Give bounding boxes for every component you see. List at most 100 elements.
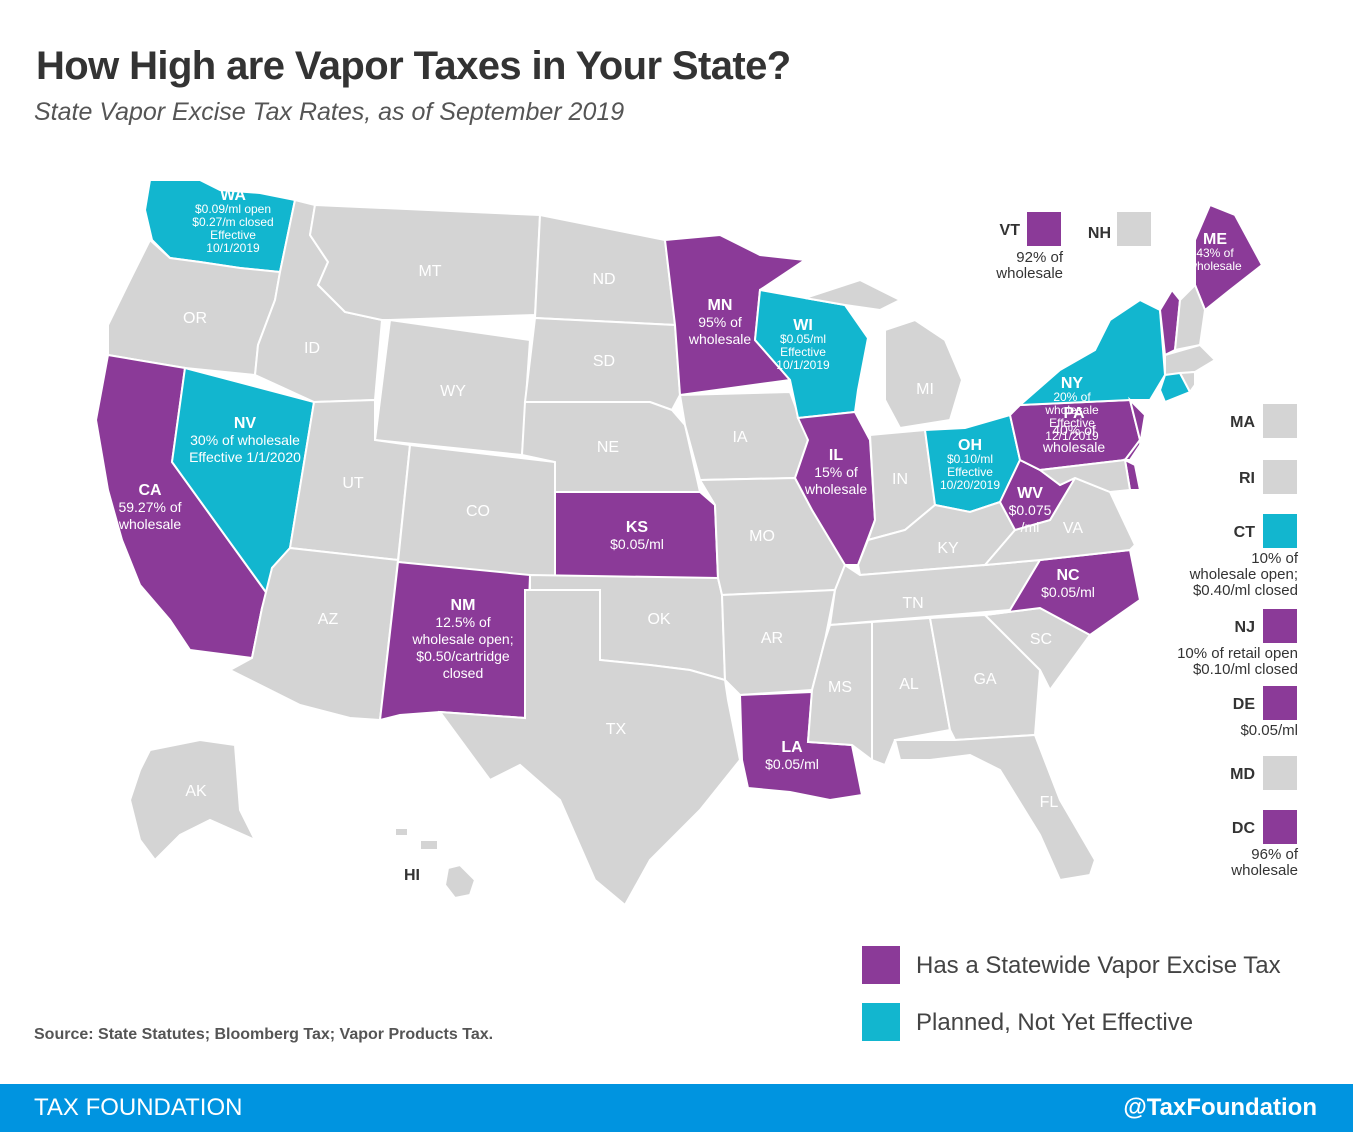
state-label-WY: WY	[440, 383, 466, 400]
state-note-NM-3: closed	[443, 665, 483, 681]
state-label-MT: MT	[418, 263, 441, 280]
legend-tax-swatch	[862, 946, 900, 984]
state-note-ME-1: wholesale	[1187, 259, 1242, 273]
state-label-NV: NV	[234, 415, 257, 432]
side-MA-abbr: MA	[1230, 414, 1255, 431]
state-label-KS: KS	[626, 519, 649, 536]
page-title: How High are Vapor Taxes in Your State?	[36, 44, 791, 88]
state-note-WV-1: /ml	[1021, 519, 1040, 535]
state-label-WV: WV	[1017, 485, 1043, 502]
side-DE-box[interactable]	[1263, 686, 1297, 720]
state-MI[interactable]	[884, 318, 964, 430]
state-note-LA-0: $0.05/ml	[765, 756, 819, 772]
state-label-KY: KY	[937, 540, 959, 557]
state-AK[interactable]	[128, 738, 258, 862]
side-MA-box[interactable]	[1263, 404, 1297, 438]
side-VT-note-1: 92% of	[1016, 249, 1063, 266]
state-note-NY-0: 20% of	[1053, 390, 1091, 404]
state-note-NM-1: wholesale open;	[411, 631, 513, 647]
state-note-PA-0: 40% of	[1052, 422, 1096, 438]
footer-bar: TAX FOUNDATION @TaxFoundation	[0, 1084, 1353, 1132]
state-note-IL-1: wholesale	[804, 481, 867, 497]
side-DC-note-2: wholesale	[1231, 862, 1298, 879]
state-label-IA: IA	[732, 429, 747, 446]
state-note-ME-0: 43% of	[1196, 246, 1234, 260]
side-CT-note-2: wholesale open;	[1189, 566, 1298, 583]
state-NH[interactable]	[1173, 283, 1207, 352]
state-note-NY-1: wholesale	[1044, 403, 1099, 417]
state-TX[interactable]	[437, 589, 742, 907]
side-CT-note-3: $0.40/ml closed	[1192, 582, 1298, 599]
state-label-HI: HI	[404, 867, 420, 884]
side-DE-abbr: DE	[1232, 696, 1255, 713]
side-NH-abbr: NH	[1087, 225, 1111, 242]
state-ND[interactable]	[533, 213, 677, 327]
state-label-MS: MS	[828, 679, 852, 696]
state-label-NM: NM	[451, 597, 476, 614]
state-note-MN-0: 95% of	[698, 314, 742, 330]
state-HI[interactable]	[394, 827, 409, 837]
state-IL[interactable]	[793, 410, 877, 566]
side-MD-box[interactable]	[1263, 756, 1297, 790]
source-note: Source: State Statutes; Bloomberg Tax; V…	[34, 1026, 494, 1043]
footer-handle[interactable]: @TaxFoundation	[1123, 1094, 1317, 1121]
side-DC-note-1: 96% of	[1251, 846, 1298, 863]
state-CT[interactable]	[1158, 371, 1192, 404]
page-subtitle: State Vapor Excise Tax Rates, as of Sept…	[34, 98, 625, 126]
state-label-IN: IN	[892, 471, 908, 488]
side-DC-box[interactable]	[1263, 810, 1297, 844]
state-MD[interactable]	[1037, 458, 1132, 494]
side-CT-abbr: CT	[1233, 524, 1255, 541]
footer-brand[interactable]: TAX FOUNDATION	[34, 1094, 243, 1121]
state-note-WI-1: Effective	[780, 345, 826, 359]
state-label-ND: ND	[592, 271, 615, 288]
state-label-WA: WA	[220, 187, 246, 204]
state-note-OH-2: 10/20/2019	[940, 478, 1000, 492]
state-label-TX: TX	[606, 721, 627, 738]
state-NJ[interactable]	[1123, 396, 1147, 461]
state-NY[interactable]	[1017, 298, 1167, 407]
side-NH-box[interactable]	[1117, 212, 1151, 246]
state-label-OR: OR	[183, 310, 207, 327]
side-DE-note-1: $0.05/ml	[1240, 722, 1298, 739]
state-label-OH: OH	[958, 437, 982, 454]
side-NJ-note-2: $0.10/ml closed	[1192, 661, 1298, 678]
side-CT-box[interactable]	[1263, 514, 1297, 548]
state-note-NY-2: Effective	[1049, 416, 1095, 430]
state-label-SD: SD	[593, 353, 615, 370]
state-FL[interactable]	[893, 733, 1097, 882]
state-note-CA-1: wholesale	[118, 516, 181, 532]
state-HI[interactable]	[443, 863, 477, 900]
state-note-NY-3: 12/1/2019	[1045, 429, 1099, 443]
state-note-OH-1: Effective	[947, 465, 993, 479]
state-label-ME: ME	[1203, 231, 1227, 248]
state-note-WI-0: $0.05/ml	[780, 332, 826, 346]
side-VT-box[interactable]	[1027, 212, 1061, 246]
state-label-ID: ID	[304, 340, 320, 357]
side-NJ-box[interactable]	[1263, 609, 1297, 643]
state-MI[interactable]	[804, 278, 903, 312]
side-NJ-abbr: NJ	[1234, 619, 1255, 636]
state-note-WA-3: 10/1/2019	[206, 241, 260, 255]
state-label-AZ: AZ	[318, 611, 339, 628]
state-MA[interactable]	[1164, 343, 1217, 377]
state-label-AL: AL	[899, 676, 919, 693]
state-note-MN-1: wholesale	[688, 331, 751, 347]
state-label-IL: IL	[829, 447, 843, 464]
state-RI[interactable]	[1178, 370, 1196, 394]
state-label-OK: OK	[647, 611, 670, 628]
state-label-CA: CA	[138, 482, 162, 499]
state-note-OH-0: $0.10/ml	[947, 452, 993, 466]
state-HI[interactable]	[419, 839, 439, 851]
state-note-NV-0: 30% of wholesale	[190, 432, 300, 448]
side-RI-box[interactable]	[1263, 460, 1297, 494]
state-note-WA-1: $0.27/m closed	[192, 215, 273, 229]
state-note-IL-0: 15% of	[814, 464, 858, 480]
state-note-PA-1: wholesale	[1042, 439, 1105, 455]
state-note-NM-0: 12.5% of	[435, 614, 490, 630]
state-label-MN: MN	[708, 297, 733, 314]
state-label-PA: PA	[1063, 405, 1084, 422]
state-note-WV-0: $0.075	[1009, 502, 1052, 518]
state-label-TN: TN	[902, 595, 923, 612]
